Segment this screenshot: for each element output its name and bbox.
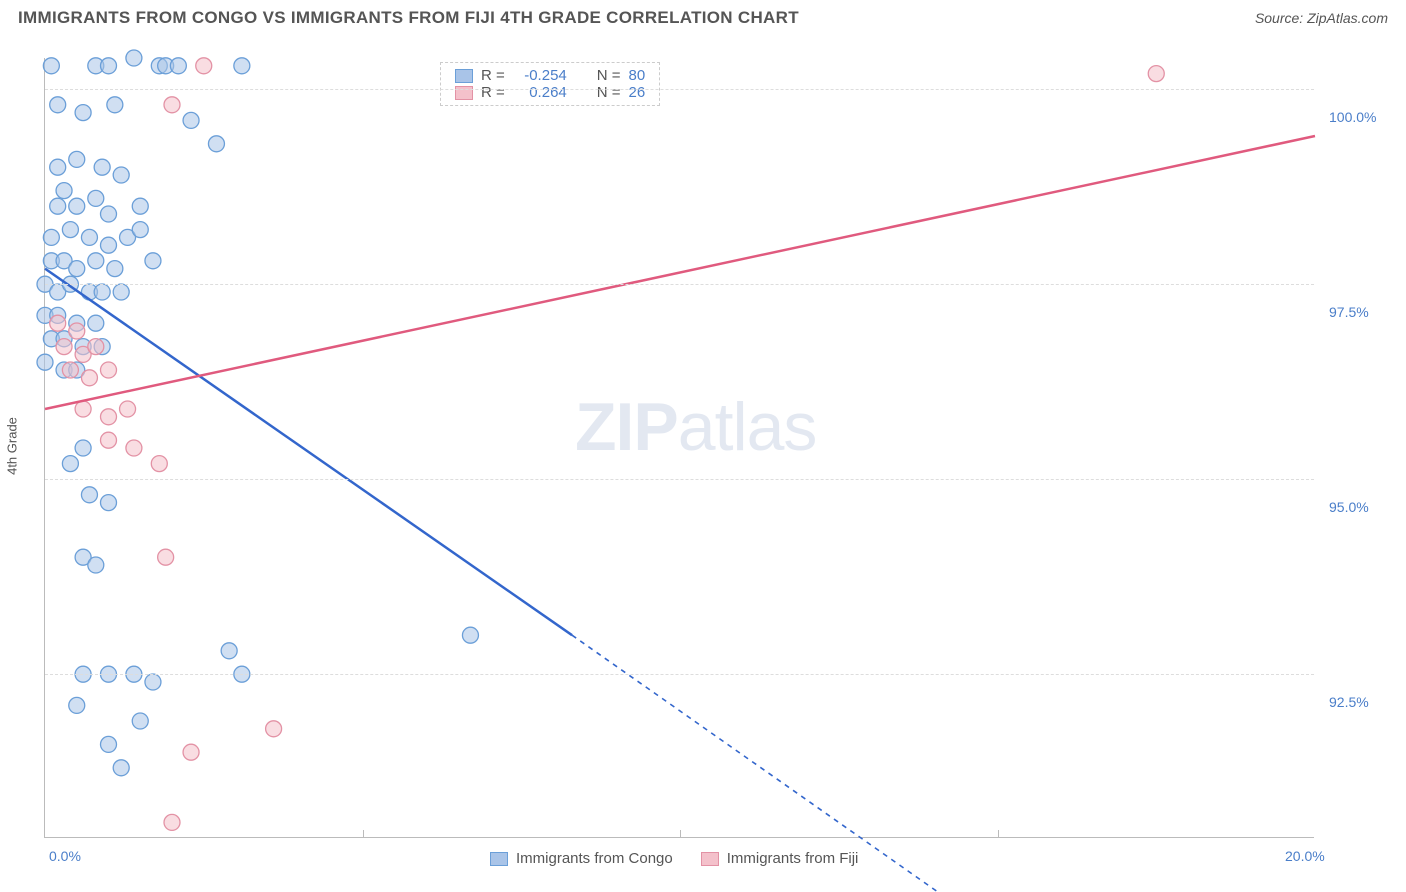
y-tick-label: 100.0% — [1329, 109, 1376, 125]
swatch-fiji — [701, 852, 719, 866]
x-tick-label: 0.0% — [49, 848, 81, 864]
legend-stats-row-congo: R = -0.254 N = 80 — [455, 67, 645, 84]
scatter-chart-svg — [45, 58, 1314, 837]
legend-item-fiji: Immigrants from Fiji — [701, 850, 859, 867]
y-tick-label: 92.5% — [1329, 694, 1369, 710]
swatch-congo — [490, 852, 508, 866]
y-axis-label: 4th Grade — [5, 417, 20, 475]
legend-series: Immigrants from Congo Immigrants from Fi… — [490, 850, 858, 867]
y-tick-label: 97.5% — [1329, 304, 1369, 320]
legend-stats-row-fiji: R = 0.264 N = 26 — [455, 84, 645, 101]
source-attribution: Source: ZipAtlas.com — [1255, 10, 1388, 26]
legend-stats-box: R = -0.254 N = 80 R = 0.264 N = 26 — [440, 62, 660, 106]
page-title: IMMIGRANTS FROM CONGO VS IMMIGRANTS FROM… — [18, 8, 799, 28]
y-tick-label: 95.0% — [1329, 499, 1369, 515]
chart-plot-area: ZIPatlas R = -0.254 N = 80 R = 0.264 N =… — [44, 58, 1314, 838]
legend-item-congo: Immigrants from Congo — [490, 850, 673, 867]
swatch-fiji — [455, 86, 473, 100]
swatch-congo — [455, 69, 473, 83]
x-tick-label: 20.0% — [1285, 848, 1325, 864]
